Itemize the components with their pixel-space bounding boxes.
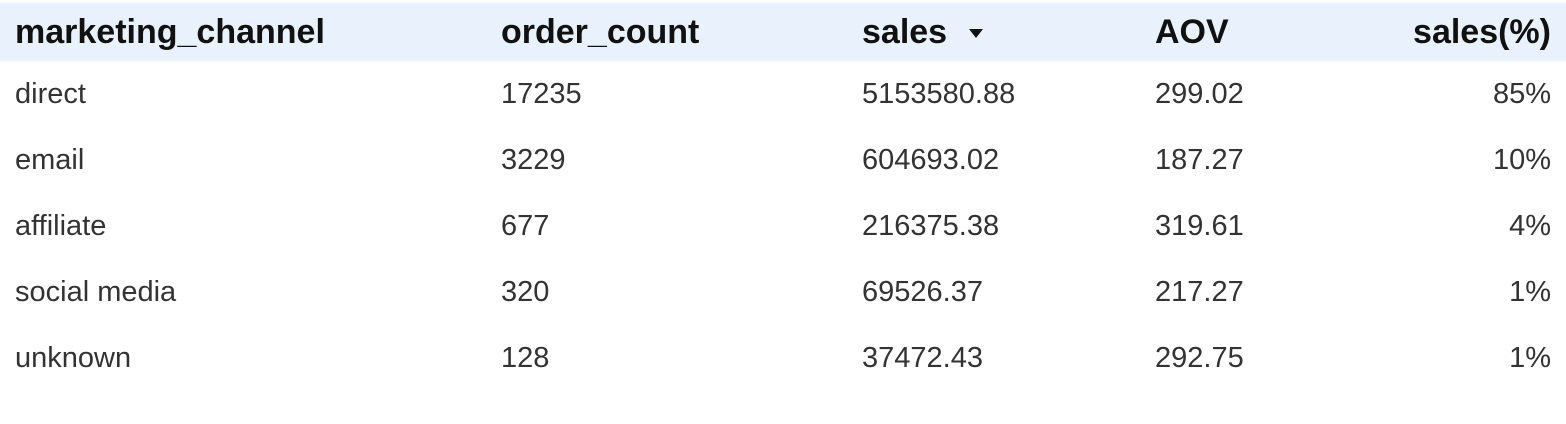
cell-order-count: 677 (501, 209, 550, 242)
cell-marketing-channel: email (15, 143, 85, 176)
table-row: email 3229 604693.02 187.27 10% (0, 127, 1566, 193)
cell-sales: 37472.43 (862, 341, 983, 374)
table-header-row: marketing_channel order_count sales AOV … (0, 3, 1566, 61)
cell-sales-pct: 10% (1492, 143, 1551, 176)
table-row: unknown 128 37472.43 292.75 1% (0, 325, 1566, 391)
cell-aov: 217.27 (1155, 275, 1244, 308)
column-header-sales-pct[interactable]: sales(%) (1413, 12, 1551, 51)
column-header-marketing-channel[interactable]: marketing_channel (15, 12, 325, 51)
table-row: direct 17235 5153580.88 299.02 85% (0, 61, 1566, 127)
cell-marketing-channel: unknown (15, 341, 132, 374)
cell-order-count: 3229 (501, 143, 566, 176)
sort-descending-icon[interactable] (969, 28, 984, 38)
cell-sales-pct: 1% (1509, 341, 1551, 374)
cell-marketing-channel: social media (15, 275, 177, 308)
cell-order-count: 320 (501, 275, 550, 308)
cell-aov: 319.61 (1155, 209, 1244, 242)
column-header-order-count[interactable]: order_count (501, 12, 700, 51)
cell-marketing-channel: affiliate (15, 209, 107, 242)
table-row: social media 320 69526.37 217.27 1% (0, 259, 1566, 325)
cell-order-count: 17235 (501, 77, 582, 110)
cell-sales-pct: 4% (1509, 209, 1551, 242)
cell-aov: 187.27 (1155, 143, 1244, 176)
column-header-sales[interactable]: sales (862, 3, 984, 61)
cell-sales: 69526.37 (862, 275, 983, 308)
cell-sales: 604693.02 (862, 143, 1000, 176)
cell-aov: 299.02 (1155, 77, 1244, 110)
data-table: marketing_channel order_count sales AOV … (0, 3, 1566, 391)
cell-sales: 5153580.88 (862, 77, 1016, 110)
cell-sales-pct: 85% (1492, 77, 1551, 110)
cell-marketing-channel: direct (15, 77, 86, 110)
cell-order-count: 128 (501, 341, 550, 374)
column-header-aov[interactable]: AOV (1155, 12, 1229, 51)
cell-aov: 292.75 (1155, 341, 1244, 374)
cell-sales-pct: 1% (1509, 275, 1551, 308)
table-row: affiliate 677 216375.38 319.61 4% (0, 193, 1566, 259)
column-header-sales-label: sales (862, 12, 948, 51)
cell-sales: 216375.38 (862, 209, 1000, 242)
